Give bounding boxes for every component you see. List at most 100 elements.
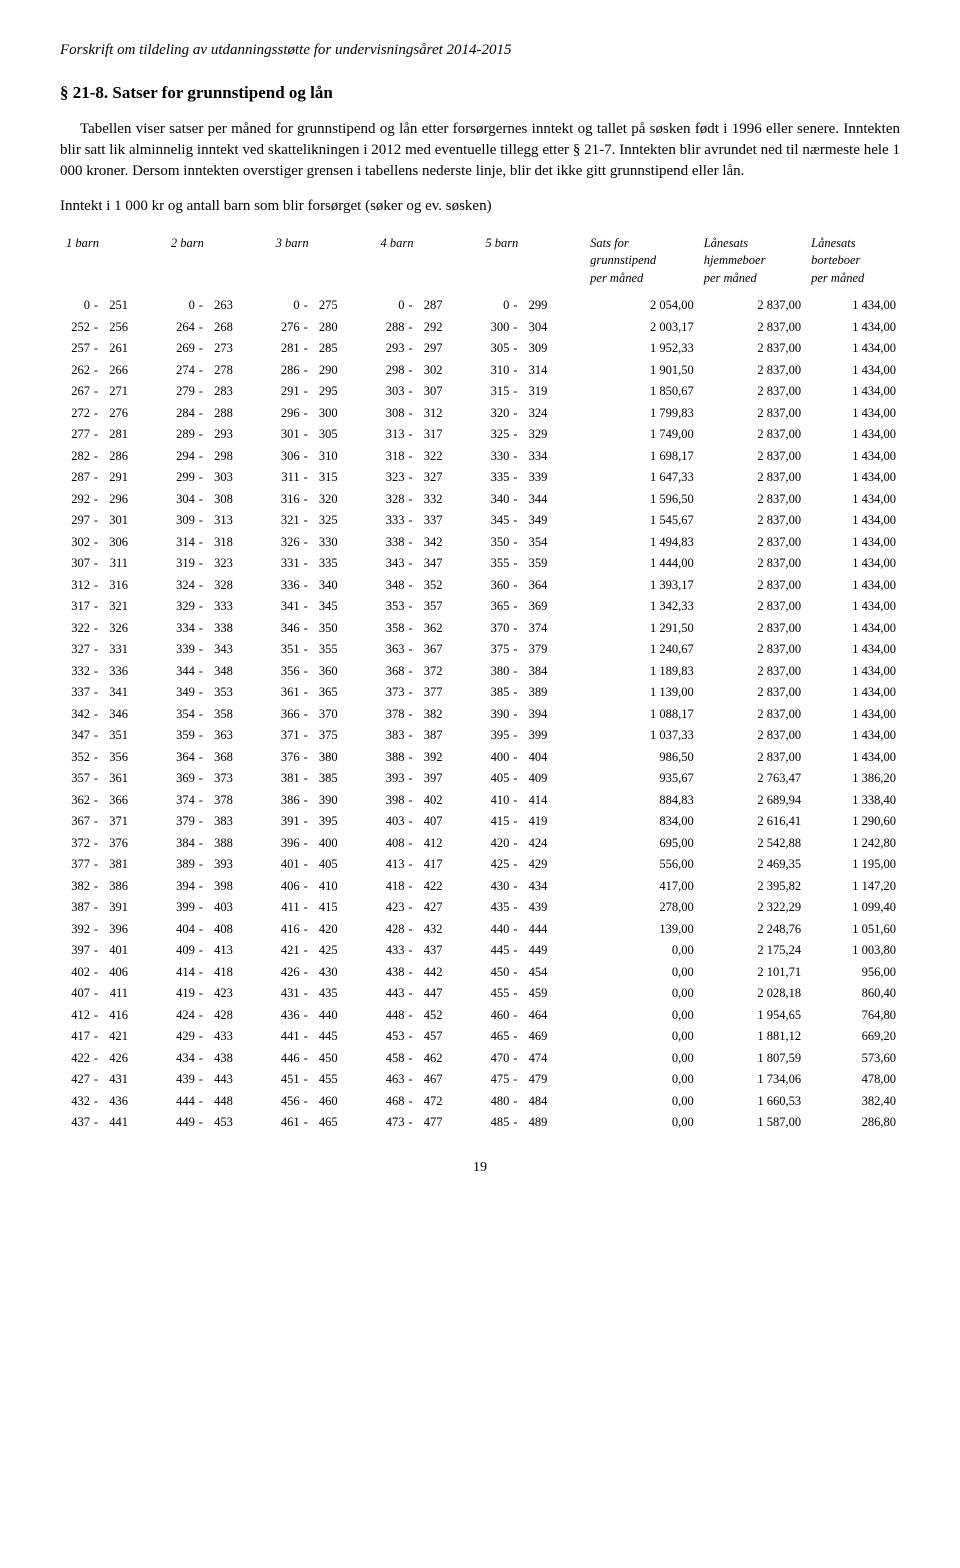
table-cell: 356-360 xyxy=(270,661,375,683)
col-text: Lånesats xyxy=(704,236,748,250)
table-row: 257-261269-273281-285293-297305-3091 952… xyxy=(60,338,900,360)
section-number: § 21-8. xyxy=(60,83,108,102)
table-cell: 2 837,00 xyxy=(698,747,805,769)
table-cell: 1 099,40 xyxy=(805,897,900,919)
table-cell: 446-450 xyxy=(270,1048,375,1070)
table-cell: 1 434,00 xyxy=(805,725,900,747)
table-cell: 406-410 xyxy=(270,876,375,898)
table-cell: 348-352 xyxy=(374,575,479,597)
table-cell: 354-358 xyxy=(165,704,270,726)
table-cell: 303-307 xyxy=(374,381,479,403)
section-title: Satser for grunnstipend og lån xyxy=(112,83,332,102)
table-cell: 427-431 xyxy=(60,1069,165,1091)
table-cell: 370-374 xyxy=(479,618,584,640)
table-cell: 343-347 xyxy=(374,553,479,575)
table-cell: 372-376 xyxy=(60,833,165,855)
table-cell: 342-346 xyxy=(60,704,165,726)
table-cell: 423-427 xyxy=(374,897,479,919)
table-cell: 374-378 xyxy=(165,790,270,812)
table-cell: 2 837,00 xyxy=(698,682,805,704)
table-cell: 1 734,06 xyxy=(698,1069,805,1091)
table-cell: 403-407 xyxy=(374,811,479,833)
table-row: 307-311319-323331-335343-347355-3591 444… xyxy=(60,553,900,575)
table-cell: 297-301 xyxy=(60,510,165,532)
table-cell: 349-353 xyxy=(165,682,270,704)
table-cell: 1 088,17 xyxy=(584,704,698,726)
table-cell: 0,00 xyxy=(584,983,698,1005)
table-row: 367-371379-383391-395403-407415-419834,0… xyxy=(60,811,900,833)
table-cell: 390-394 xyxy=(479,704,584,726)
table-row: 317-321329-333341-345353-357365-3691 342… xyxy=(60,596,900,618)
table-cell: 395-399 xyxy=(479,725,584,747)
table-cell: 1 434,00 xyxy=(805,661,900,683)
table-cell: 834,00 xyxy=(584,811,698,833)
table-cell: 397-401 xyxy=(60,940,165,962)
table-cell: 296-300 xyxy=(270,403,375,425)
table-cell: 323-327 xyxy=(374,467,479,489)
table-cell: 435-439 xyxy=(479,897,584,919)
table-cell: 377-381 xyxy=(60,854,165,876)
table-cell: 0,00 xyxy=(584,1112,698,1134)
table-cell: 2 395,82 xyxy=(698,876,805,898)
table-cell: 0-299 xyxy=(479,295,584,317)
table-cell: 0,00 xyxy=(584,1069,698,1091)
table-cell: 306-310 xyxy=(270,446,375,468)
table-cell: 1 434,00 xyxy=(805,295,900,317)
table-cell: 1 596,50 xyxy=(584,489,698,511)
table-row: 287-291299-303311-315323-327335-3391 647… xyxy=(60,467,900,489)
table-cell: 2 054,00 xyxy=(584,295,698,317)
table-cell: 455-459 xyxy=(479,983,584,1005)
table-cell: 441-445 xyxy=(270,1026,375,1048)
col-2barn: 2 barn xyxy=(165,231,270,296)
table-row: 292-296304-308316-320328-332340-3441 596… xyxy=(60,489,900,511)
table-cell: 0,00 xyxy=(584,1005,698,1027)
table-cell: 1 807,59 xyxy=(698,1048,805,1070)
table-cell: 1 386,20 xyxy=(805,768,900,790)
table-cell: 264-268 xyxy=(165,317,270,339)
table-cell: 139,00 xyxy=(584,919,698,941)
table-cell: 430-434 xyxy=(479,876,584,898)
table-cell: 385-389 xyxy=(479,682,584,704)
col-borteboer: Lånesats borteboer per måned xyxy=(805,231,900,296)
table-cell: 1 240,67 xyxy=(584,639,698,661)
table-cell: 381-385 xyxy=(270,768,375,790)
table-cell: 383-387 xyxy=(374,725,479,747)
table-cell: 361-365 xyxy=(270,682,375,704)
table-cell: 282-286 xyxy=(60,446,165,468)
table-row: 372-376384-388396-400408-412420-424695,0… xyxy=(60,833,900,855)
table-row: 272-276284-288296-300308-312320-3241 799… xyxy=(60,403,900,425)
table-cell: 986,50 xyxy=(584,747,698,769)
table-cell: 366-370 xyxy=(270,704,375,726)
table-cell: 1 434,00 xyxy=(805,553,900,575)
table-cell: 433-437 xyxy=(374,940,479,962)
table-cell: 347-351 xyxy=(60,725,165,747)
table-cell: 1 954,65 xyxy=(698,1005,805,1027)
table-cell: 333-337 xyxy=(374,510,479,532)
table-cell: 437-441 xyxy=(60,1112,165,1134)
table-cell: 346-350 xyxy=(270,618,375,640)
table-cell: 359-363 xyxy=(165,725,270,747)
table-cell: 424-428 xyxy=(165,1005,270,1027)
table-cell: 460-464 xyxy=(479,1005,584,1027)
table-cell: 325-329 xyxy=(479,424,584,446)
table-cell: 0-251 xyxy=(60,295,165,317)
table-cell: 1 003,80 xyxy=(805,940,900,962)
table-cell: 379-383 xyxy=(165,811,270,833)
col-4barn: 4 barn xyxy=(374,231,479,296)
table-cell: 2 837,00 xyxy=(698,403,805,425)
table-cell: 1 434,00 xyxy=(805,618,900,640)
table-cell: 0,00 xyxy=(584,1026,698,1048)
table-cell: 396-400 xyxy=(270,833,375,855)
table-cell: 363-367 xyxy=(374,639,479,661)
table-cell: 2 469,35 xyxy=(698,854,805,876)
table-header-row: 1 barn 2 barn 3 barn 4 barn 5 barn Sats … xyxy=(60,231,900,296)
table-cell: 328-332 xyxy=(374,489,479,511)
table-cell: 1 647,33 xyxy=(584,467,698,489)
table-cell: 405-409 xyxy=(479,768,584,790)
table-cell: 400-404 xyxy=(479,747,584,769)
table-cell: 364-368 xyxy=(165,747,270,769)
table-cell: 369-373 xyxy=(165,768,270,790)
table-cell: 1 037,33 xyxy=(584,725,698,747)
table-cell: 1 434,00 xyxy=(805,639,900,661)
table-cell: 439-443 xyxy=(165,1069,270,1091)
